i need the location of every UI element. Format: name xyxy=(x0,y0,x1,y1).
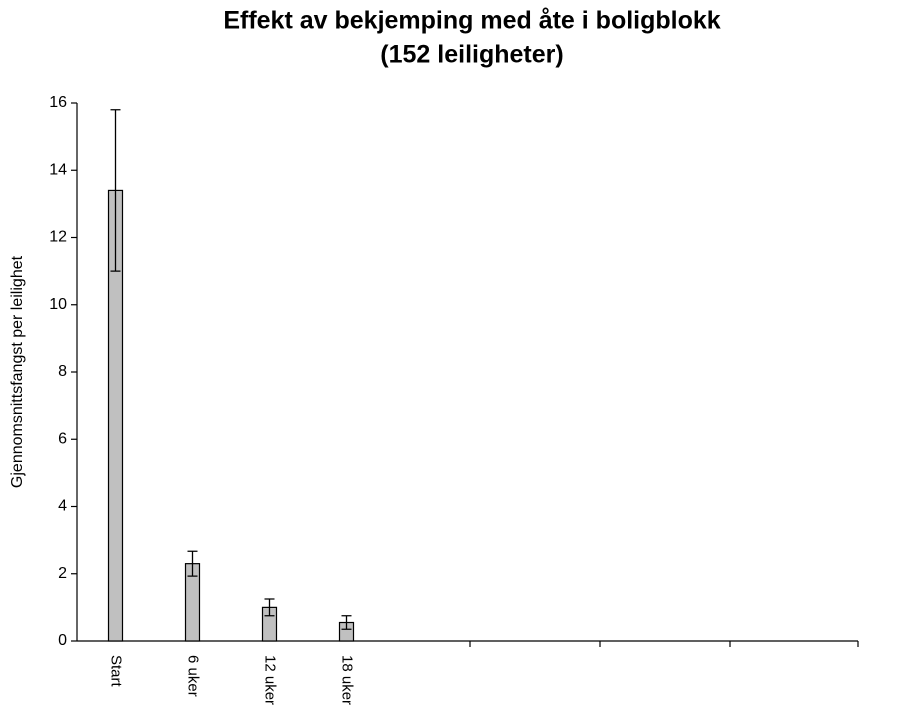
x-axis-ticks xyxy=(469,641,859,647)
x-tick-label: 12 uker xyxy=(262,655,279,705)
y-tick-label: 0 xyxy=(58,632,67,649)
y-tick-label: 4 xyxy=(58,498,67,515)
error-bar xyxy=(341,615,352,630)
y-tick-label: 2 xyxy=(58,565,67,582)
error-bar xyxy=(264,598,275,617)
chart-subtitle: (152 leiligheter) xyxy=(380,41,563,69)
error-bar xyxy=(110,109,121,272)
y-tick-label: 6 xyxy=(58,430,67,447)
x-tick-label: Start xyxy=(108,655,125,688)
y-tick-label: 16 xyxy=(49,94,67,111)
y-tick-label: 10 xyxy=(49,296,67,313)
y-tick-label: 8 xyxy=(58,363,67,380)
x-tick-label: 6 uker xyxy=(185,655,202,697)
error-bar xyxy=(187,550,198,577)
x-tick-label: 18 uker xyxy=(339,655,356,705)
chart-title: Effekt av bekjemping med åte i boligblok… xyxy=(223,7,720,35)
y-tick-label: 14 xyxy=(49,161,67,178)
y-tick-label: 12 xyxy=(49,229,67,246)
y-axis-label: Gjennomsnittsfangst per leilighet xyxy=(9,255,26,488)
